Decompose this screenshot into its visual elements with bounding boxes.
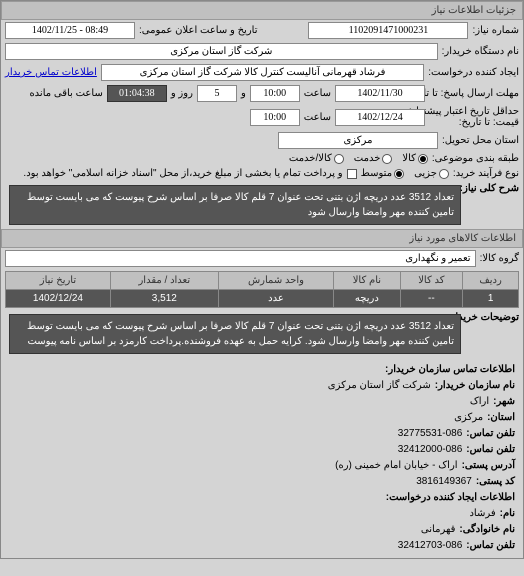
payment-note: و پرداخت تمام یا بخشی از مبلغ خرید،از مح… [23,168,342,179]
location-label: استان محل تحویل: [442,135,519,146]
items-header: اطلاعات کالاهای مورد نیاز [1,229,523,248]
items-note-box: تعداد 3512 عدد دریچه اژن بتنی تحت عنوان … [9,314,461,354]
col-code: کد کالا [400,272,463,290]
requester-field: فرشاد قهرمانی آنالیست کنترل کالا شرکت گا… [101,64,424,81]
table-row: 1 -- دریچه عدد 3,512 1402/12/24 [6,290,519,308]
request-no-field: 1102091471000231 [308,22,468,39]
city-label: شهر: [493,394,515,410]
col-unit: واحد شمارش [218,272,334,290]
group-radio-service[interactable]: خدمت [354,153,393,164]
days-remain-label: روز و [171,88,193,99]
time-remain-field: 01:04:38 [107,85,167,102]
col-row: ردیف [463,272,519,290]
fname-value: فرشاد [469,506,495,522]
org-value: شرکت گاز استان مرکزی [328,378,431,394]
buy-radio-group: جزیی متوسط [361,168,449,179]
addr-label: آدرس پستی: [462,458,515,474]
phone-value: 32775531-086 [398,426,463,442]
announce-label: تاریخ و ساعت اعلان عمومی: [139,25,258,36]
days-remain-field: 5 [197,85,237,102]
fax-value: 32412000-086 [398,442,463,458]
item-group-field: تعمیر و نگهداری [5,250,476,267]
contact-header: اطلاعات تماس سازمان خریدار: [385,362,515,378]
deadline-send-label: مهلت ارسال پاسخ: تا تاریخ: [429,88,519,99]
cphone-value: 32412703-086 [398,538,463,554]
validity-time: 10:00 [250,109,300,126]
group-radio-group: کالا خدمت کالا/خدمت [289,153,428,164]
announce-field: 08:49 - 1402/11/25 [5,22,135,39]
deadline-send-time: 10:00 [250,85,300,102]
group-radio-both[interactable]: کالا/خدمت [289,153,344,164]
phone-label: تلفن تماس: [466,426,515,442]
col-name: نام کالا [334,272,400,290]
lname-value: قهرمانی [421,522,455,538]
lname-label: نام خانوادگی: [459,522,515,538]
time-remain-label: ساعت باقی مانده [29,88,102,99]
buy-radio-medium[interactable]: متوسط [361,168,404,179]
col-date: تاریخ نیاز [6,272,111,290]
item-group-label: گروه کالا: [480,253,519,264]
creator-header: اطلاعات ایجاد کننده درخواست: [386,490,515,506]
location-field: مرکزی [278,132,438,149]
fax-label: تلفن نماس: [466,442,515,458]
addr-value: اراک - خیابان امام خمینی (ره) [335,458,457,474]
province-value: مرکزی [454,410,483,426]
request-no-label: شماره نیاز: [472,25,519,36]
requester-label: ایجاد کننده درخواست: [428,67,519,78]
group-label: طبقه بندی موضوعی: [432,153,519,164]
validity-date: 1402/12/24 [335,109,425,126]
items-note-label: توضیحات خریدار: [469,312,519,323]
province-label: استان: [487,410,515,426]
buy-radio-small[interactable]: جزیی [414,168,449,179]
cphone-label: تلفن تماس: [466,538,515,554]
main-desc-label: شرح کلی نیاز: [469,183,519,194]
items-table: ردیف کد کالا نام کالا واحد شمارش تعداد /… [5,271,519,308]
post-label: کد پستی: [476,474,515,490]
fname-label: نام: [500,506,515,522]
payment-checkbox[interactable] [347,169,357,179]
validity-label: حداقل تاریخ اعتبار پیشنهاد: قیمت: تا تار… [429,106,519,128]
buy-type-label: نوع فرآیند خرید: [453,168,519,179]
col-qty: تعداد / مقدار [110,272,218,290]
deadline-send-date: 1402/11/30 [335,85,425,102]
main-desc-box: تعداد 3512 عدد دریچه اژن بتنی تحت عنوان … [9,185,461,225]
and-label: و [241,88,246,99]
buyer-label: نام دستگاه خریدار: [442,46,519,57]
org-label: نام سازمان خریدار: [435,378,515,394]
post-value: 3816149367 [416,474,472,490]
buyer-field: شرکت گاز استان مرکزی [5,43,438,60]
main-header: جزئیات اطلاعات نیاز [1,1,523,20]
group-radio-goods[interactable]: کالا [402,153,428,164]
hour-label-2: ساعت [304,112,331,123]
city-value: اراک [470,394,489,410]
buyer-contact-link[interactable]: اطلاعات تماس خریدار [5,67,97,78]
hour-label-1: ساعت [304,88,331,99]
